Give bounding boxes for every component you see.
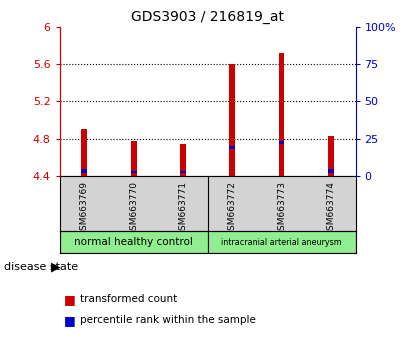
Text: GSM663773: GSM663773 (277, 181, 286, 236)
Text: GSM663771: GSM663771 (178, 181, 187, 236)
Bar (328, 169, 334, 172)
Bar (229, 146, 235, 149)
Bar (131, 171, 136, 173)
Bar (279, 141, 284, 144)
Text: percentile rank within the sample: percentile rank within the sample (80, 315, 256, 325)
Text: normal healthy control: normal healthy control (74, 237, 193, 247)
Text: ▶: ▶ (51, 261, 61, 274)
Bar (279, 53, 284, 176)
Bar (60, 232, 208, 253)
Bar (81, 169, 87, 172)
Text: GSM663769: GSM663769 (80, 181, 89, 236)
Title: GDS3903 / 216819_at: GDS3903 / 216819_at (131, 10, 284, 24)
Text: GSM663774: GSM663774 (326, 181, 335, 235)
Text: disease state: disease state (4, 262, 78, 272)
Bar (229, 64, 235, 176)
Bar (81, 130, 87, 176)
Text: ■: ■ (64, 293, 76, 306)
Bar (328, 136, 334, 176)
Bar (180, 143, 186, 176)
Bar (131, 141, 136, 176)
Text: ■: ■ (64, 314, 76, 327)
Text: GSM663770: GSM663770 (129, 181, 138, 236)
Text: intracranial arterial aneurysm: intracranial arterial aneurysm (221, 238, 342, 247)
Bar (180, 171, 186, 173)
Text: GSM663772: GSM663772 (228, 181, 237, 235)
Text: transformed count: transformed count (80, 294, 178, 304)
Bar (208, 232, 356, 253)
